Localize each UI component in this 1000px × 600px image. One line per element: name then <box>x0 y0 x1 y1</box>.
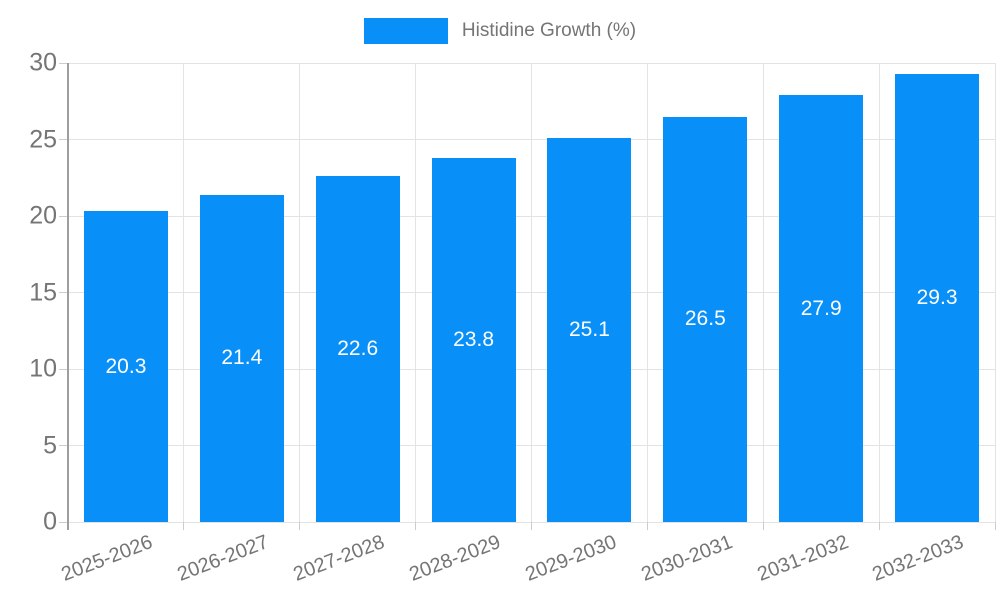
y-tick-label: 15 <box>29 278 57 306</box>
y-tick-label: 10 <box>29 354 57 383</box>
y-axis-line <box>67 63 69 530</box>
y-tick <box>59 368 68 370</box>
y-tick <box>59 292 68 293</box>
gridline-v <box>183 63 185 522</box>
y-tick-label: 20 <box>29 201 57 230</box>
bar[interactable] <box>663 116 748 522</box>
legend-item[interactable]: Histidine Growth (%) <box>0 17 1000 44</box>
bar[interactable] <box>895 73 980 522</box>
x-tick-label: 2025-2026 <box>58 531 156 586</box>
bar[interactable] <box>431 157 516 522</box>
x-tick <box>415 522 417 530</box>
bar-value-label: 25.1 <box>569 317 610 341</box>
x-tick <box>994 522 996 530</box>
legend-swatch <box>363 17 448 44</box>
x-tick-label: 2030-2031 <box>638 531 736 586</box>
y-tick-label: 5 <box>43 431 57 459</box>
bar-value-label: 22.6 <box>337 337 379 361</box>
bar[interactable] <box>779 95 864 522</box>
bar[interactable] <box>547 137 632 522</box>
x-tick-label: 2029-2030 <box>522 531 620 586</box>
x-tick <box>299 522 301 530</box>
y-tick-label: 0 <box>43 507 57 536</box>
x-tick-label: 2028-2029 <box>406 531 504 586</box>
x-tick-label: 2031-2032 <box>753 531 852 586</box>
gridline-v <box>531 63 532 522</box>
gridline-v <box>646 63 648 522</box>
bar-value-label: 21.4 <box>221 346 263 370</box>
y-tick <box>59 521 68 523</box>
bar[interactable] <box>199 194 284 522</box>
y-tick <box>59 139 68 140</box>
x-tick-label: 2032-2033 <box>869 531 967 586</box>
y-tick <box>59 62 68 64</box>
gridline-v <box>415 63 417 522</box>
y-tick <box>59 445 68 446</box>
bar-value-label: 20.3 <box>105 354 147 378</box>
y-tick-label: 30 <box>29 48 57 77</box>
bar-value-label: 23.8 <box>453 327 494 351</box>
y-tick <box>59 215 68 217</box>
bar-value-label: 26.5 <box>684 307 726 331</box>
bar-value-label: 27.9 <box>800 296 842 320</box>
bar-value-label: 29.3 <box>916 285 958 309</box>
x-tick-label: 2026-2027 <box>174 531 272 586</box>
x-tick <box>762 522 764 530</box>
gridline-v <box>762 63 764 522</box>
x-tick <box>878 522 880 530</box>
y-tick-label: 25 <box>29 125 57 153</box>
legend-label: Histidine Growth (%) <box>461 20 637 41</box>
x-tick <box>531 522 532 530</box>
plot-area: 20.3 21.4 22.6 23.8 25.1 26.5 27.9 29.3 <box>59 62 996 530</box>
gridline-v <box>878 63 880 522</box>
x-tick-label: 2027-2028 <box>290 531 388 586</box>
x-tick <box>646 522 648 530</box>
bar[interactable] <box>315 176 400 522</box>
gridline-v <box>994 63 996 522</box>
x-tick <box>183 522 185 530</box>
gridline-v <box>299 63 301 522</box>
bar[interactable] <box>83 211 168 522</box>
